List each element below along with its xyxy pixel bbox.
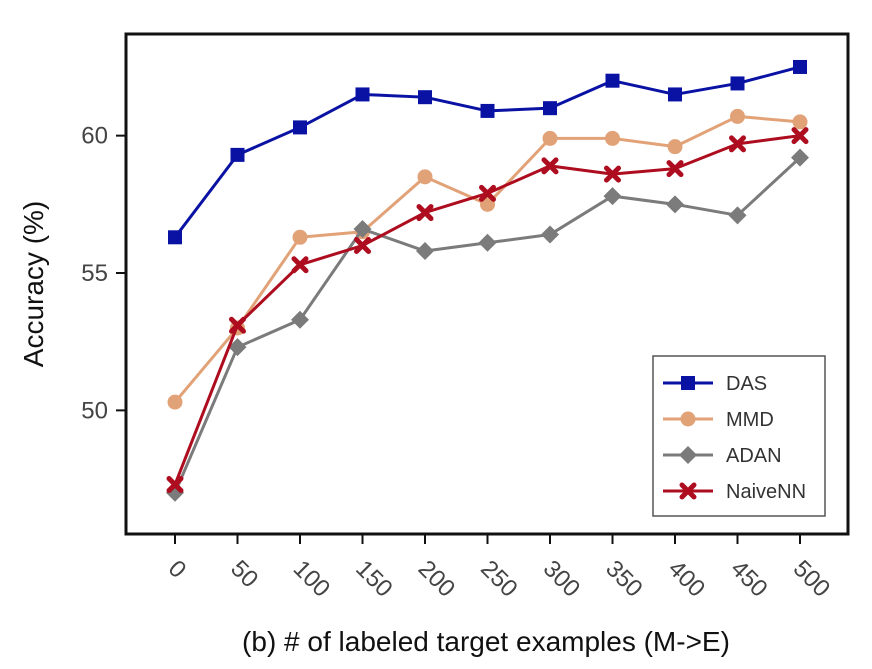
series-naivenn [166,127,809,494]
data-point-das [668,87,682,102]
series-das [168,59,807,245]
data-point-adan [291,310,309,329]
x-tick-label: 500 [788,555,835,602]
data-point-naivenn [354,237,371,255]
legend-label-naivenn: NaiveNN [726,481,806,503]
data-point-das [168,230,182,245]
data-point-das [418,90,432,105]
legend-marker-naivenn [679,482,697,500]
data-point-das [355,87,370,102]
legend-marker-das [681,376,695,390]
data-point-adan [353,220,372,239]
data-point-naivenn [541,157,559,175]
data-point-naivenn [229,316,246,334]
data-point-adan [541,225,559,244]
data-point-adan [416,242,434,261]
x-tick-label: 50 [225,555,263,593]
x-axis-title: (b) # of labeled target examples (M->E) [242,626,730,657]
legend-marker-adan [679,446,697,464]
x-tick-label: 200 [413,555,460,602]
legend-label-adan: ADAN [726,445,782,467]
data-point-mmd [792,114,808,130]
x-tick-label: 300 [538,555,585,602]
x-tick-label: 400 [663,555,710,602]
data-point-mmd [167,394,183,410]
data-point-naivenn [604,165,621,183]
y-axis-title: Accuracy (%) [18,201,49,367]
legend-marker-mmd [680,411,696,427]
data-point-adan [603,187,622,206]
data-point-adan [666,195,684,214]
data-point-adan [791,148,809,167]
data-point-mmd [542,130,558,146]
data-point-das [730,76,745,91]
y-tick-label: 55 [81,260,108,287]
series-layer [166,59,809,502]
data-point-das [793,59,807,74]
data-point-mmd [417,169,433,185]
x-tick-label: 450 [725,555,772,602]
data-point-naivenn [166,476,184,494]
legend-label-mmd: MMD [726,409,774,431]
data-point-adan [728,206,747,225]
legend-label-das: DAS [726,373,767,395]
x-tick-label: 250 [475,555,522,602]
data-point-naivenn [791,127,809,145]
series-adan [166,148,809,502]
data-point-das [543,101,557,116]
data-point-naivenn [666,160,684,178]
x-axis: 0 50 100 150 200 250 300 350 400 450 500 [163,534,835,603]
legend: DAS MMD ADAN NaiveNN [652,355,826,517]
data-point-naivenn [729,135,746,153]
data-point-naivenn [291,256,309,274]
data-point-naivenn [479,184,496,202]
data-point-adan [228,338,247,357]
data-point-das [230,147,245,162]
data-point-das [605,73,620,88]
data-point-adan [478,233,497,252]
data-point-mmd [292,229,308,245]
data-point-mmd [605,130,620,146]
data-point-das [293,120,307,135]
y-axis: 50 55 60 [81,123,126,424]
data-point-naivenn [416,204,434,222]
data-point-mmd [730,108,745,124]
x-tick-label: 350 [600,555,647,602]
x-tick-label: 150 [350,555,397,602]
x-tick-label: 100 [288,555,335,602]
y-tick-label: 60 [81,123,108,150]
y-tick-label: 50 [81,397,108,424]
data-point-das [480,103,495,118]
x-tick-label: 0 [163,555,192,584]
data-point-mmd [667,139,683,155]
